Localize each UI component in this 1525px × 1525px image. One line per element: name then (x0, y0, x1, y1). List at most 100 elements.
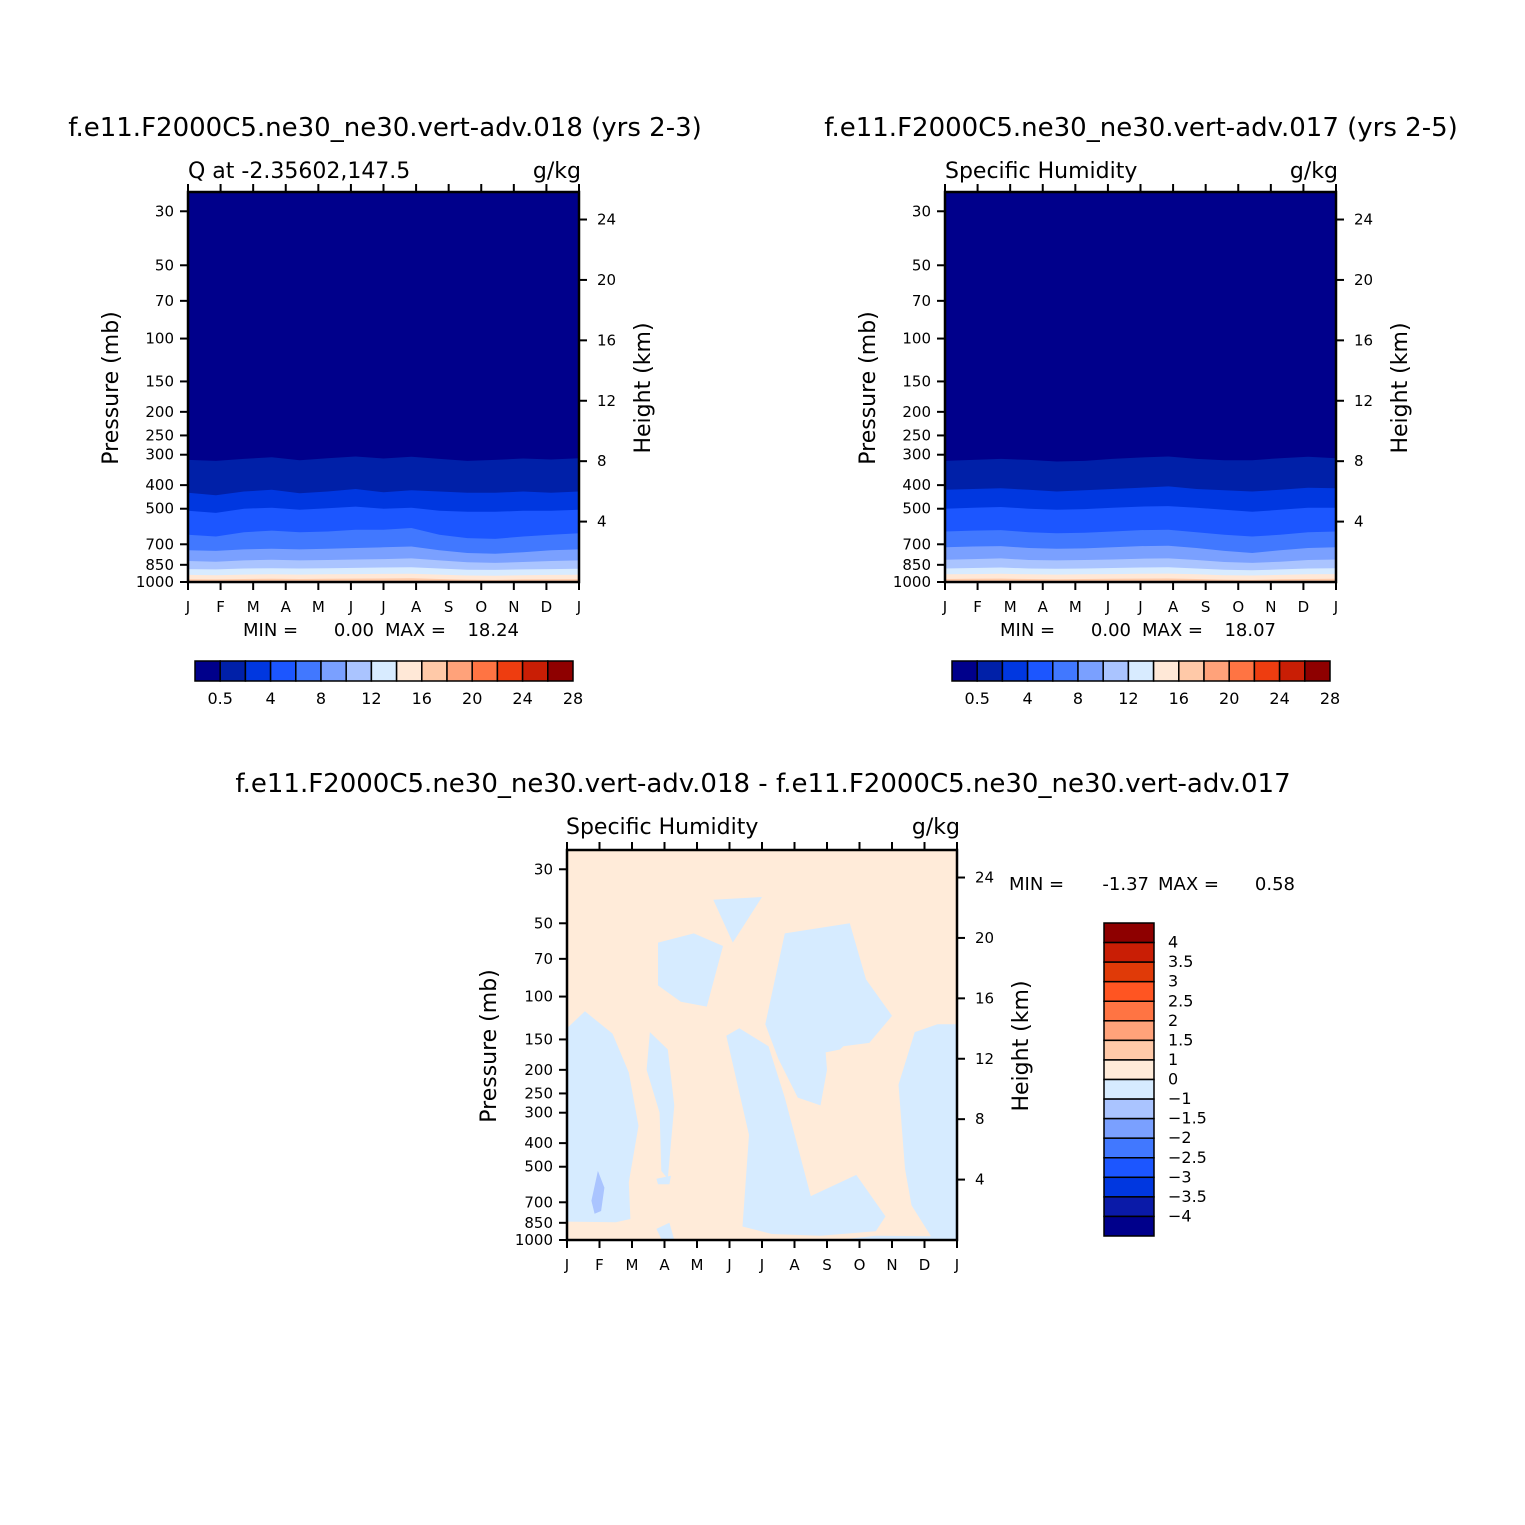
colorbar-label: 16 (412, 689, 432, 708)
colorbar-box (1103, 1137, 1155, 1159)
colorbar-box (320, 660, 347, 682)
panel-1-ylabel: Pressure (mb) (99, 311, 124, 465)
y2-tick-label: 4 (597, 513, 607, 531)
colorbar-label: 3 (1168, 972, 1178, 991)
colorbar-label: 4 (266, 689, 276, 708)
colorbar-label: 4 (1168, 933, 1178, 952)
y2-tick-label: 12 (1354, 392, 1373, 410)
y-tick-label: 850 (524, 1214, 553, 1232)
y-tick-label: 50 (155, 256, 174, 274)
colorbar-label: −3.5 (1168, 1187, 1207, 1206)
y-tick-label: 250 (902, 426, 931, 444)
x-tick-label: A (1038, 598, 1049, 616)
x-tick-label: O (854, 1256, 866, 1274)
y2-tick-label: 20 (597, 271, 616, 289)
panel-3-stats: MIN = -1.37 MAX = 0.58 (1009, 874, 1295, 895)
colorbar-box (194, 660, 221, 682)
panel-1-title: f.e11.F2000C5.ne30_ne30.vert-adv.018 (yr… (68, 113, 702, 143)
colorbar-label: 4 (1023, 689, 1033, 708)
colorbar-box (244, 660, 272, 682)
panel-3-max-label: MAX = (1158, 874, 1219, 895)
y2-tick-label: 20 (975, 929, 994, 947)
y-tick-label: 100 (524, 988, 553, 1006)
colorbar-box (1103, 1039, 1155, 1061)
y2-tick-label: 16 (1354, 331, 1373, 349)
colorbar-box (1103, 1196, 1155, 1218)
x-tick-label: J (954, 1256, 959, 1274)
x-tick-label: A (789, 1256, 800, 1274)
x-tick-label: S (444, 598, 454, 616)
y-tick-label: 150 (524, 1030, 553, 1048)
panel-1-min-label: MIN = (243, 620, 298, 641)
y-tick-label: 70 (155, 292, 174, 310)
contour-region (658, 933, 723, 1007)
y2-tick-label: 24 (975, 869, 994, 887)
x-tick-label: M (247, 598, 260, 616)
x-tick-label: A (411, 598, 422, 616)
y-tick-label: 200 (524, 1061, 553, 1079)
panel-3-min-label: MIN = (1009, 874, 1064, 895)
colorbar-box (1103, 961, 1155, 983)
y-tick-label: 300 (902, 446, 931, 464)
y2-tick-label: 8 (597, 452, 607, 470)
contour-field (188, 192, 579, 582)
panel-2-title: f.e11.F2000C5.ne30_ne30.vert-adv.017 (yr… (824, 113, 1458, 143)
colorbar-label: 0.5 (964, 689, 989, 708)
colorbar-box (1228, 660, 1256, 682)
y-tick-label: 400 (145, 476, 174, 494)
colorbar-box (1103, 980, 1155, 1002)
colorbar-box (547, 660, 574, 682)
colorbar-box (269, 660, 297, 682)
x-tick-label: A (1168, 598, 1179, 616)
x-tick-label: J (1137, 598, 1142, 616)
colorbar-box (1103, 1215, 1155, 1237)
y-tick-label: 30 (534, 860, 553, 878)
x-tick-label: F (973, 598, 982, 616)
colorbar-label: 2 (1168, 1011, 1178, 1030)
x-tick-label: J (564, 1256, 569, 1274)
contour-region (836, 1024, 957, 1240)
y-tick-label: 400 (902, 476, 931, 494)
colorbar-label: 24 (512, 689, 532, 708)
x-tick-label: D (541, 598, 553, 616)
x-tick-label: S (1201, 598, 1211, 616)
colorbar-box (1103, 1157, 1155, 1179)
colorbar-label: 8 (316, 689, 326, 708)
colorbar-label: 12 (361, 689, 381, 708)
x-tick-label: S (822, 1256, 832, 1274)
colorbar-label: 8 (1073, 689, 1083, 708)
y-tick-label: 250 (145, 426, 174, 444)
y2-tick-label: 4 (1354, 513, 1364, 531)
contour-region (646, 1032, 675, 1179)
colorbar-box (1152, 660, 1180, 682)
colorbar-label: −4 (1168, 1206, 1192, 1225)
colorbar-label: −2 (1168, 1128, 1192, 1147)
panel-1: f.e11.F2000C5.ne30_ne30.vert-adv.018 (yr… (68, 113, 702, 708)
colorbar-box (1026, 660, 1054, 682)
y-tick-label: 30 (155, 202, 174, 220)
panel-2-y2label: Height (km) (1388, 322, 1413, 453)
panel-2-left-label: Specific Humidity (945, 159, 1137, 184)
panel-3-left-label: Specific Humidity (566, 815, 758, 840)
x-tick-label: N (886, 1256, 897, 1274)
y-tick-label: 1000 (136, 573, 174, 591)
colorbar-box (1103, 941, 1155, 963)
colorbar-label: 12 (1118, 689, 1138, 708)
x-tick-label: A (281, 598, 292, 616)
colorbar-label: 20 (1219, 689, 1239, 708)
panel-2-plot-area: J F M A M J J A S O N D J 30 50 70 100 150 200 250 300 400 500… (893, 184, 1373, 616)
y2-tick-label: 12 (597, 392, 616, 410)
x-tick-label: O (475, 598, 487, 616)
x-tick-label: M (1069, 598, 1082, 616)
colorbar-box (1103, 1020, 1155, 1042)
panel-2-max-label: MAX = (1142, 620, 1203, 641)
x-tick-label: F (595, 1256, 604, 1274)
panel-2-colorbar: 0.5 4 8 12 16 20 24 28 (951, 660, 1340, 708)
x-tick-label: J (348, 598, 353, 616)
x-tick-label: J (185, 598, 190, 616)
colorbar-label: −3 (1168, 1167, 1192, 1186)
panel-2-min-value: 0.00 (1091, 620, 1131, 641)
y2-tick-label: 8 (975, 1110, 985, 1128)
x-tick-label: J (1333, 598, 1338, 616)
y-tick-label: 50 (534, 914, 553, 932)
